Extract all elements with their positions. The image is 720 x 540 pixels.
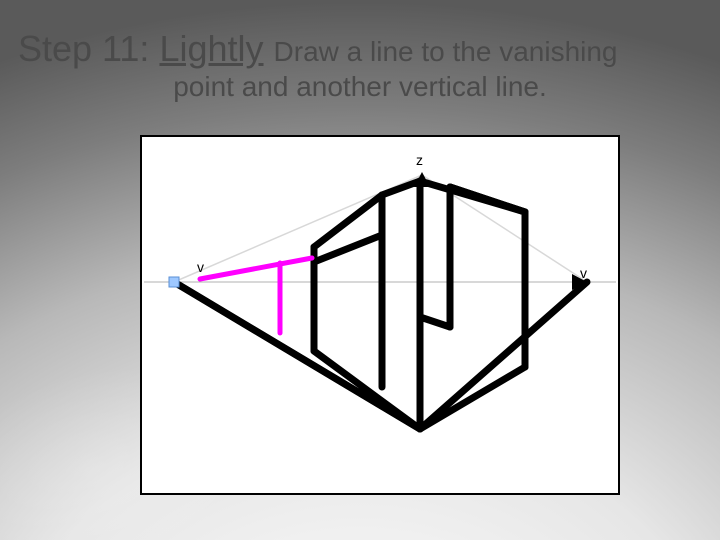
drawing-svg — [142, 137, 618, 493]
title-rest: Draw a line to the vanishing — [274, 36, 618, 67]
handle-left-vp — [169, 277, 179, 287]
edge-inner-top-right — [450, 187, 525, 212]
label-z: z — [416, 152, 423, 168]
magenta-line-to-vp — [200, 258, 312, 279]
title-line-1: Step 11: Lightly Draw a line to the vani… — [18, 28, 702, 69]
step-label: Step 11: — [18, 28, 149, 69]
slide: Step 11: Lightly Draw a line to the vani… — [0, 0, 720, 540]
title-block: Step 11: Lightly Draw a line to the vani… — [18, 28, 702, 103]
label-v-left: v — [197, 259, 204, 275]
label-v-right: v — [580, 265, 587, 281]
title-line-2: point and another vertical line. — [18, 71, 702, 103]
drawing-frame: z v v — [140, 135, 620, 495]
edge-bottom-to-right-vp — [420, 282, 587, 429]
lightly-word: Lightly — [159, 28, 263, 69]
